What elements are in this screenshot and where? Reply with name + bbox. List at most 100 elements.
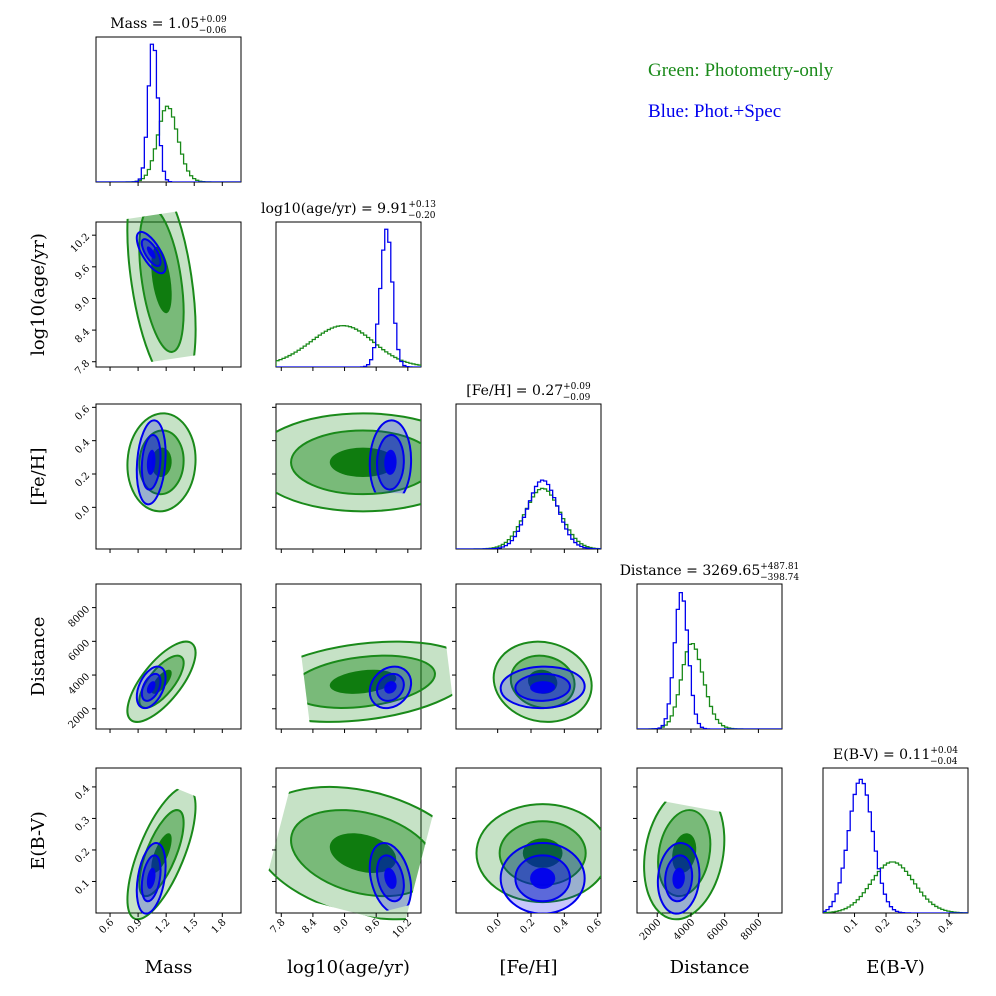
xtick-label-3-0: 2000 — [638, 917, 664, 943]
hist-green-0 — [96, 105, 241, 182]
title-1: log10(age/yr) = 9.91+0.13 −0.20 — [261, 200, 436, 221]
title-0: Mass = 1.05+0.09 −0.06 — [110, 15, 227, 36]
contour-blue-inner-4-2 — [530, 867, 556, 889]
xtick-label-2-2: 0.4 — [552, 917, 571, 936]
xlabel-0: Mass — [145, 957, 193, 978]
xtick-label-1-0: 7.8 — [269, 917, 288, 936]
title-main-2: [Fe/H] = 0.27 — [466, 383, 563, 399]
hist-frame-4 — [822, 767, 969, 914]
ytick-label-1-1: 8.4 — [73, 327, 92, 346]
panel-frame-4-2 — [455, 767, 602, 914]
ytick-label-2-0: 0.0 — [73, 504, 92, 523]
xtick-label-0-0: 0.6 — [97, 917, 116, 936]
xtick-label-4-0: 0.1 — [842, 917, 861, 936]
title-plus-2: +0.09 — [563, 382, 591, 392]
panel-frame-2-0 — [95, 403, 242, 550]
contour-blue-inner-3-2 — [530, 681, 556, 694]
xtick-label-4-2: 0.3 — [905, 917, 924, 936]
title-minus-1: −0.20 — [408, 211, 436, 221]
xtick-label-0-1: 0.9 — [125, 917, 144, 936]
ytick-label-4-3: 0.4 — [73, 783, 92, 802]
ytick-label-3-1: 4000 — [66, 672, 92, 698]
ytick-label-1-0: 7.8 — [73, 358, 92, 377]
contour-blue-inner-3-0 — [146, 681, 156, 694]
panel-frame-3-1 — [275, 583, 422, 730]
ylabel-2: [Fe/H] — [28, 448, 49, 506]
hist-frame-0 — [95, 36, 242, 183]
ytick-label-3-2: 6000 — [66, 638, 92, 664]
ytick-label-4-1: 0.2 — [73, 846, 92, 865]
xtick-label-1-4: 10.2 — [391, 917, 415, 941]
hist-frame-3 — [636, 583, 783, 730]
xtick-label-4-3: 0.4 — [936, 917, 955, 936]
hist-blue-2 — [456, 479, 601, 549]
xtick-label-4-1: 0.2 — [873, 917, 892, 936]
ytick-label-2-1: 0.2 — [73, 470, 92, 489]
title-minus-2: −0.09 — [563, 393, 591, 403]
xtick-label-1-3: 9.6 — [364, 917, 383, 936]
contour-blue-inner-2-1 — [384, 449, 397, 475]
xtick-label-3-3: 8000 — [739, 917, 765, 943]
xtick-label-3-1: 4000 — [672, 917, 698, 943]
xtick-label-2-0: 0.0 — [485, 917, 504, 936]
xtick-label-0-4: 1.8 — [210, 917, 229, 936]
title-plus-0: +0.09 — [199, 15, 227, 25]
ytick-label-4-0: 0.1 — [73, 878, 92, 897]
xtick-label-3-2: 6000 — [705, 917, 731, 943]
xlabel-1: log10(age/yr) — [287, 957, 410, 978]
panel-frame-4-3 — [636, 767, 783, 914]
hist-green-2 — [456, 487, 601, 549]
ytick-label-3-3: 8000 — [66, 604, 92, 630]
hist-green-4 — [823, 861, 968, 913]
xtick-label-1-2: 9.0 — [332, 917, 351, 936]
hist-blue-3 — [637, 591, 782, 729]
xtick-label-0-2: 1.2 — [153, 917, 172, 936]
xlabel-4: E(B-V) — [866, 957, 925, 978]
xtick-label-2-1: 0.2 — [518, 917, 537, 936]
legend-phot-spec: Blue: Phot.+Spec — [648, 101, 782, 122]
contour-blue-inner-4-0 — [146, 867, 156, 889]
title-main-3: Distance = 3269.65 — [620, 563, 761, 579]
title-plus-1: +0.13 — [408, 200, 436, 210]
title-minus-0: −0.06 — [199, 26, 227, 36]
legend-photometry-only: Green: Photometry-only — [648, 60, 834, 81]
ytick-label-1-4: 10.2 — [69, 232, 93, 256]
ytick-label-4-2: 0.3 — [73, 815, 92, 834]
hist-frame-2 — [455, 403, 602, 550]
xlabel-2: [Fe/H] — [500, 957, 558, 978]
title-2: [Fe/H] = 0.27+0.09 −0.09 — [466, 382, 591, 403]
xtick-label-2-3: 0.6 — [585, 917, 604, 936]
contour-blue-inner-3-1 — [384, 681, 397, 694]
ytick-label-1-3: 9.6 — [73, 263, 92, 282]
panel-frame-2-1 — [275, 403, 422, 550]
title-main-4: E(B-V) = 0.11 — [833, 747, 930, 763]
ylabel-1: log10(age/yr) — [28, 233, 49, 356]
contour-blue-inner-1-0 — [146, 246, 156, 259]
ytick-label-1-2: 9.0 — [73, 295, 92, 314]
hist-green-1 — [276, 325, 421, 367]
ylabel-4: E(B-V) — [28, 811, 49, 870]
contour-blue-inner-4-1 — [384, 867, 397, 889]
title-plus-3: +487.81 — [760, 562, 799, 572]
hist-green-3 — [637, 642, 782, 729]
title-minus-4: −0.04 — [930, 757, 958, 767]
contour-green-inner-1-0 — [151, 246, 172, 314]
title-3: Distance = 3269.65+487.81 −398.74 — [620, 562, 800, 583]
title-plus-4: +0.04 — [930, 746, 958, 756]
contour-green-inner-4-0 — [151, 833, 172, 873]
panel-frame-3-2 — [455, 583, 602, 730]
ytick-label-2-3: 0.6 — [73, 404, 92, 423]
contour-green-inner-3-1 — [329, 669, 397, 694]
title-minus-3: −398.74 — [760, 573, 799, 583]
title-4: E(B-V) = 0.11+0.04 −0.04 — [833, 746, 958, 767]
hist-blue-4 — [823, 778, 968, 913]
panel-frame-4-0 — [95, 767, 242, 914]
contour-green-inner-4-2 — [522, 838, 563, 868]
ytick-label-3-0: 2000 — [66, 705, 92, 731]
xtick-label-1-1: 8.4 — [300, 917, 319, 936]
panel-frame-1-0 — [95, 221, 242, 368]
contour-green-inner-2-1 — [329, 447, 397, 478]
contour-blue-inner-2-0 — [146, 449, 156, 475]
xlabel-3: Distance — [670, 957, 750, 978]
title-main-0: Mass = 1.05 — [110, 16, 199, 32]
